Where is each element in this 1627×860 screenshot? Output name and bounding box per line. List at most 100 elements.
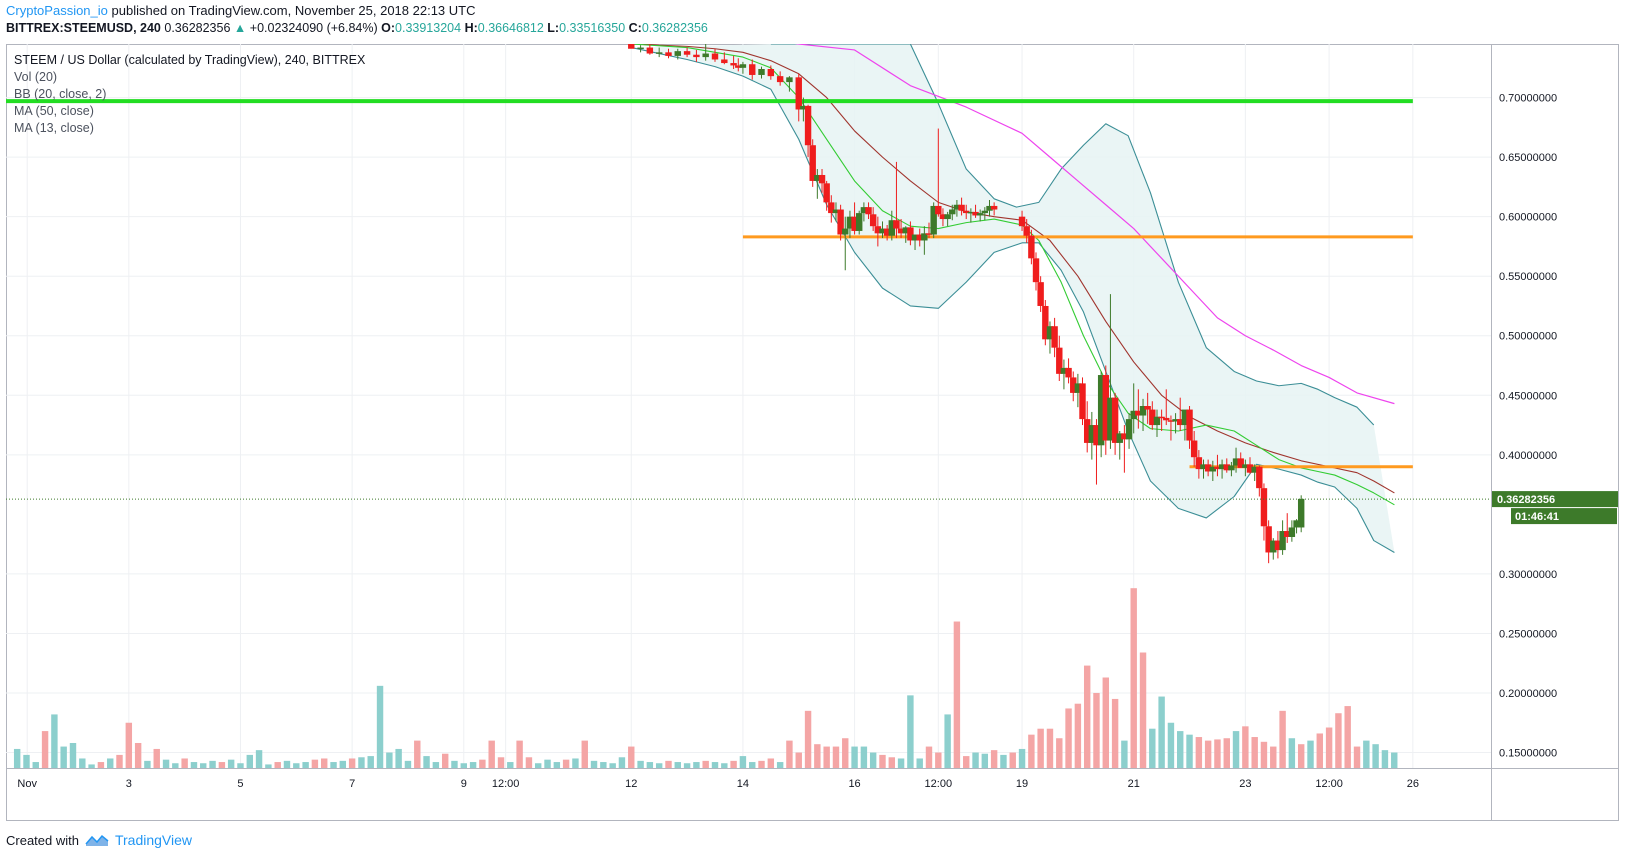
volume-bar bbox=[246, 754, 254, 768]
legend-title: STEEM / US Dollar (calculated by Trading… bbox=[14, 53, 366, 67]
volume-bar bbox=[1279, 710, 1286, 768]
candle-body bbox=[1260, 488, 1268, 527]
candle-body bbox=[1204, 464, 1212, 472]
candle-body bbox=[767, 69, 775, 77]
volume-bar bbox=[767, 758, 775, 768]
candle-body bbox=[902, 227, 909, 234]
price-tick-label: 0.70000000 bbox=[1499, 93, 1557, 105]
volume-bar bbox=[637, 760, 644, 768]
volume-bar bbox=[358, 757, 365, 768]
volume-bar bbox=[414, 740, 421, 768]
volume-bar bbox=[386, 752, 393, 768]
volume-bar bbox=[795, 752, 802, 768]
candle-body bbox=[1144, 406, 1151, 410]
candle-body bbox=[935, 205, 942, 215]
candlestick-chart[interactable]: 0.70000000 0.65000000 0.60000000 0.55000000… bbox=[6, 44, 1619, 821]
candle-body bbox=[1256, 466, 1263, 489]
candle-body bbox=[655, 52, 663, 54]
publish-info: published on TradingView.com, November 2… bbox=[111, 3, 476, 18]
volume-bar bbox=[1111, 698, 1119, 768]
volume-bar bbox=[311, 759, 319, 768]
volume-bar bbox=[88, 764, 95, 768]
close-label: C: bbox=[628, 21, 642, 35]
candle-body bbox=[1051, 326, 1058, 348]
candle-body bbox=[925, 233, 933, 235]
volume-bar bbox=[1391, 752, 1398, 768]
legend-volume[interactable]: Vol (20) bbox=[14, 70, 58, 84]
candle-body bbox=[1111, 397, 1119, 443]
candle-body bbox=[1228, 465, 1235, 471]
candle-body bbox=[828, 202, 835, 214]
volume-bar bbox=[1121, 740, 1128, 768]
footer: Created with TradingView bbox=[6, 832, 192, 848]
volume-bar bbox=[907, 695, 914, 768]
volume-bar bbox=[609, 763, 616, 768]
volume-bar bbox=[646, 762, 654, 768]
volume-bar bbox=[107, 758, 114, 768]
volume-bar bbox=[1223, 738, 1230, 768]
volume-bar bbox=[125, 722, 133, 768]
volume-bar bbox=[693, 762, 700, 768]
volume-bar bbox=[711, 762, 719, 768]
indicator-legend: STEEM / US Dollar (calculated by Trading… bbox=[14, 52, 365, 137]
candle-body bbox=[1121, 433, 1128, 440]
volume-bar bbox=[144, 760, 151, 768]
volume-bar bbox=[181, 758, 188, 768]
time-tick-label: 16 bbox=[848, 778, 860, 790]
volume-bar bbox=[116, 754, 123, 768]
change-value: +0.02324090 (+6.84%) bbox=[249, 21, 378, 35]
candle-body bbox=[1274, 540, 1282, 551]
volume-bar bbox=[479, 759, 486, 768]
volume-bar bbox=[916, 758, 923, 768]
volume-bar bbox=[153, 748, 160, 768]
candle-body bbox=[1237, 458, 1244, 468]
candle-body bbox=[1079, 383, 1086, 420]
candle-body bbox=[749, 64, 756, 75]
tradingview-link[interactable]: TradingView bbox=[114, 832, 193, 848]
volume-bar bbox=[172, 763, 179, 768]
candle-body bbox=[721, 59, 728, 64]
volume-bar bbox=[842, 738, 849, 768]
candle-body bbox=[967, 211, 975, 214]
volume-bar bbox=[162, 759, 170, 768]
candle-body bbox=[1130, 410, 1137, 420]
volume-bar bbox=[683, 763, 691, 768]
legend-ma50[interactable]: MA (50, close) bbox=[14, 104, 94, 118]
candle-body bbox=[939, 214, 947, 220]
volume-bar bbox=[600, 762, 607, 768]
candle-body bbox=[1149, 409, 1156, 426]
tradingview-logo-icon bbox=[85, 834, 109, 846]
chart-area[interactable]: 0.70000000 0.65000000 0.60000000 0.55000000… bbox=[6, 44, 1619, 821]
legend-bollinger-bands[interactable]: BB (20, close, 2) bbox=[14, 87, 107, 101]
volume-bar bbox=[730, 760, 737, 768]
candle-body bbox=[1209, 466, 1217, 472]
volume-bar bbox=[1158, 696, 1165, 768]
volume-bar bbox=[749, 762, 756, 768]
candle-body bbox=[823, 183, 830, 203]
volume-bar bbox=[190, 762, 198, 768]
volume-bar bbox=[1074, 703, 1082, 768]
legend-ma13[interactable]: MA (13, close) bbox=[14, 121, 94, 135]
volume-bar bbox=[953, 621, 961, 768]
volume-bar bbox=[1009, 752, 1016, 768]
last-price: 0.36282356 bbox=[164, 21, 231, 35]
volume-bar bbox=[1288, 738, 1296, 768]
candle-body bbox=[800, 105, 807, 110]
volume-bar bbox=[451, 760, 458, 768]
candle-body bbox=[628, 44, 635, 49]
low-label: L: bbox=[547, 21, 560, 35]
candle-body bbox=[814, 174, 821, 181]
candle-body bbox=[818, 174, 826, 184]
volume-bar bbox=[1260, 741, 1268, 768]
volume-bar bbox=[581, 740, 588, 768]
candle-body bbox=[842, 228, 849, 235]
candle-body bbox=[1070, 377, 1077, 393]
candle-body bbox=[665, 52, 672, 56]
candle-body bbox=[1018, 216, 1026, 227]
candle-body bbox=[1065, 367, 1072, 378]
volume-bar bbox=[41, 731, 49, 768]
author-link[interactable]: CryptoPassion_io bbox=[6, 3, 108, 18]
volume-bar bbox=[376, 685, 384, 768]
candle-body bbox=[837, 209, 844, 235]
volume-bar bbox=[200, 763, 207, 768]
